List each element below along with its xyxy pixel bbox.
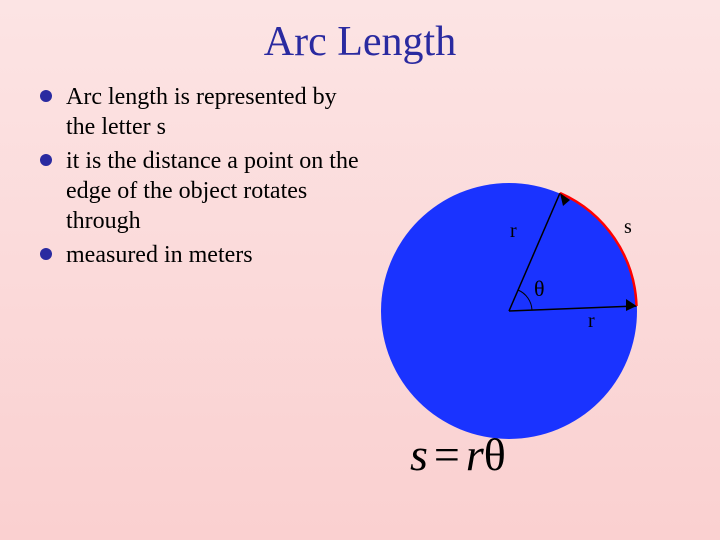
bullet-text: measured in meters [66,242,253,268]
list-item: measured in meters [40,240,360,270]
label-s: s [624,216,632,239]
page-title: Arc Length [0,18,720,66]
label-r-right: r [588,310,595,333]
bullet-icon [40,90,52,102]
eq-equals: = [428,429,466,480]
bullet-icon [40,248,52,260]
bullet-list: Arc length is represented by the letter … [40,82,360,274]
label-theta: θ [534,276,545,302]
eq-s: s [410,429,428,480]
eq-theta: θ [484,429,506,480]
list-item: it is the distance a point on the edge o… [40,146,360,236]
list-item: Arc length is represented by the letter … [40,82,360,142]
diagram-svg [380,182,638,440]
arc-diagram: r s θ r [380,182,638,440]
label-r-top: r [510,220,517,243]
eq-r: r [466,429,484,480]
bullet-text: Arc length is represented by the letter … [66,84,337,140]
bullet-icon [40,154,52,166]
bullet-text: it is the distance a point on the edge o… [66,148,359,234]
equation: s=rθ [410,428,506,481]
